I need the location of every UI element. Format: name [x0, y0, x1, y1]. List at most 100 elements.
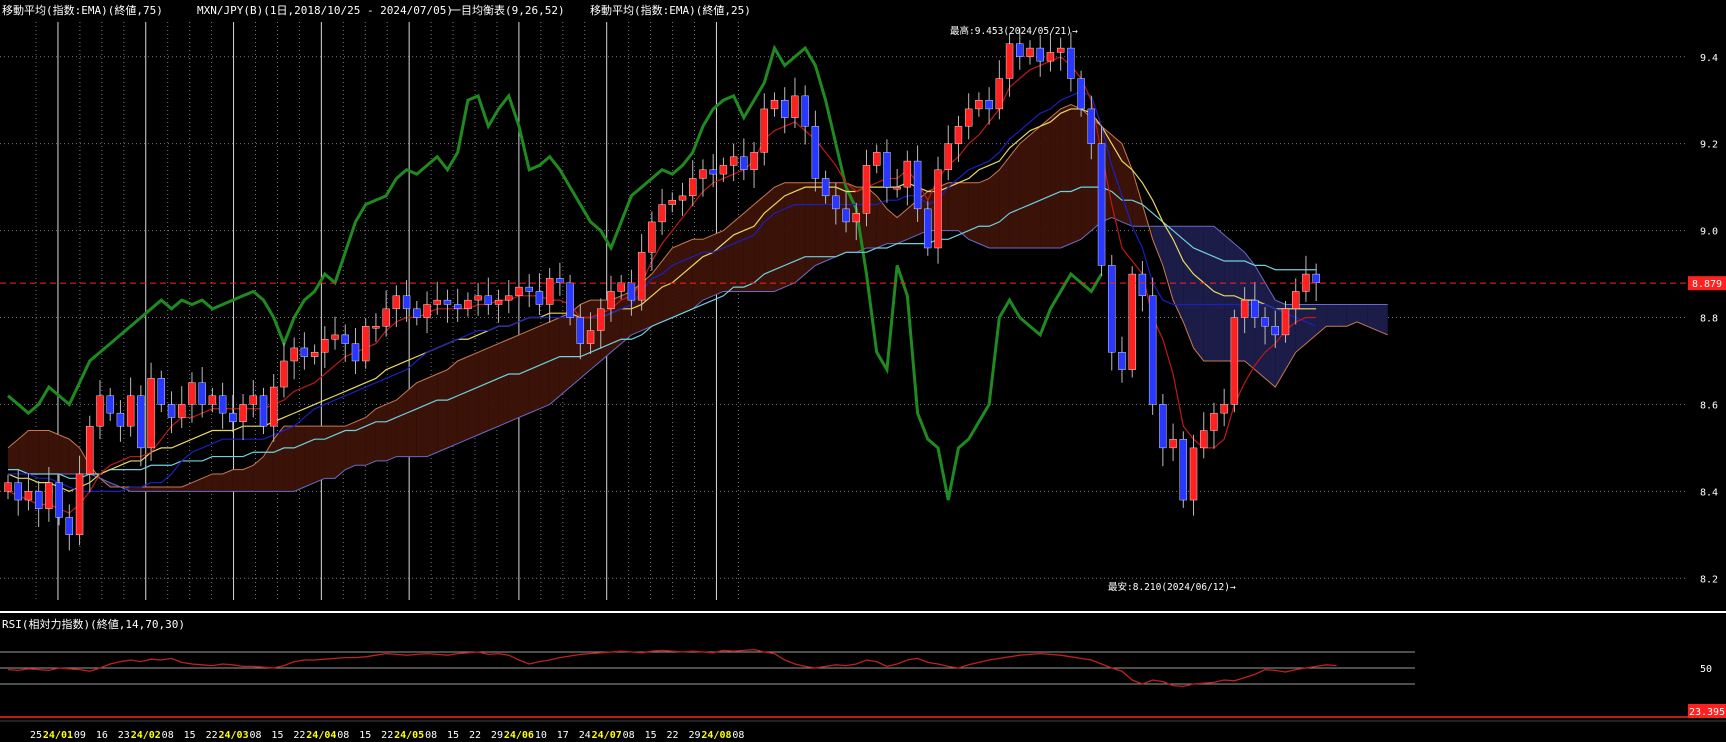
candle-bull[interactable] — [617, 282, 625, 292]
candle-bull[interactable] — [668, 199, 676, 205]
candle-bear[interactable] — [740, 156, 748, 170]
candle-bear[interactable] — [1138, 273, 1147, 296]
candle-bull[interactable] — [1292, 291, 1300, 310]
candle-bear[interactable] — [556, 278, 564, 283]
candle-bear[interactable] — [811, 126, 820, 179]
candle-bear[interactable] — [709, 169, 717, 175]
candle-bear[interactable] — [1108, 265, 1116, 353]
candle-bull[interactable] — [1046, 52, 1055, 62]
candle-bull[interactable] — [494, 299, 503, 305]
candle-bull[interactable] — [310, 352, 319, 357]
candle-bear[interactable] — [627, 282, 636, 301]
candle-bull[interactable] — [45, 482, 53, 509]
candle-bull[interactable] — [893, 186, 901, 190]
candle-bull[interactable] — [24, 491, 33, 501]
candle-bear[interactable] — [259, 395, 268, 427]
candle-bear[interactable] — [402, 295, 411, 310]
candle-bear[interactable] — [14, 482, 22, 501]
candlestick-series[interactable] — [4, 28, 1320, 551]
candle-bear[interactable] — [300, 347, 309, 357]
candle-bull[interactable] — [791, 95, 799, 118]
candle-bear[interactable] — [1179, 439, 1188, 501]
candle-bull[interactable] — [964, 108, 973, 127]
candle-bear[interactable] — [351, 343, 360, 362]
candle-bull[interactable] — [648, 221, 656, 253]
candle-bear[interactable] — [34, 491, 43, 509]
candle-bear[interactable] — [566, 282, 574, 318]
candle-bull[interactable] — [1005, 43, 1014, 79]
candle-bull[interactable] — [178, 404, 186, 418]
candle-bull[interactable] — [1281, 308, 1290, 336]
candle-bear[interactable] — [842, 208, 850, 223]
candle-bull[interactable] — [321, 339, 329, 353]
candle-bull[interactable] — [96, 395, 104, 427]
candle-bear[interactable] — [229, 412, 237, 423]
candle-bear[interactable] — [106, 395, 114, 414]
candle-bear[interactable] — [1087, 108, 1096, 144]
candle-bull[interactable] — [903, 160, 912, 188]
candle-bear[interactable] — [1077, 78, 1085, 110]
candle-bear[interactable] — [1036, 47, 1044, 62]
candle-bear[interactable] — [484, 295, 493, 305]
candle-bear[interactable] — [1251, 299, 1259, 318]
candle-bear[interactable] — [116, 412, 125, 427]
candle-bull[interactable] — [1200, 430, 1208, 449]
candle-bear[interactable] — [1097, 143, 1106, 266]
candle-bull[interactable] — [699, 169, 707, 179]
candle-bull[interactable] — [147, 378, 155, 449]
candle-bull[interactable] — [515, 286, 523, 296]
candle-bear[interactable] — [1067, 47, 1075, 79]
candle-bull[interactable] — [208, 395, 217, 405]
candle-bear[interactable] — [1016, 43, 1024, 57]
candle-bull[interactable] — [331, 334, 339, 340]
candle-bear[interactable] — [801, 95, 809, 127]
candle-bull[interactable] — [954, 126, 963, 144]
candle-bear[interactable] — [443, 299, 452, 305]
candle-bear[interactable] — [137, 395, 145, 449]
candle-bull[interactable] — [975, 100, 983, 110]
candle-bear[interactable] — [1261, 317, 1269, 327]
candle-bull[interactable] — [1220, 404, 1228, 414]
candle-bear[interactable] — [1271, 326, 1279, 336]
candle-bull[interactable] — [1240, 299, 1249, 318]
candle-bull[interactable] — [280, 360, 288, 388]
candle-bull[interactable] — [249, 395, 257, 405]
candle-bull[interactable] — [658, 204, 666, 223]
candle-bear[interactable] — [781, 100, 789, 118]
candle-bear[interactable] — [883, 152, 891, 188]
candle-bull[interactable] — [1189, 447, 1198, 501]
candle-bear[interactable] — [913, 160, 922, 210]
candle-bull[interactable] — [719, 165, 728, 175]
candle-bear[interactable] — [157, 378, 166, 405]
candle-bear[interactable] — [985, 100, 993, 110]
candle-bull[interactable] — [392, 295, 401, 310]
candle-bull[interactable] — [637, 252, 646, 301]
candle-bull[interactable] — [862, 165, 871, 214]
candle-bull[interactable] — [86, 425, 94, 475]
candle-bear[interactable] — [1312, 273, 1320, 283]
candle-bull[interactable] — [270, 386, 278, 427]
candle-bear[interactable] — [535, 291, 544, 305]
candle-bear[interactable] — [1148, 295, 1157, 405]
candle-bear[interactable] — [413, 308, 421, 318]
candle-bear[interactable] — [453, 304, 462, 310]
candle-bull[interactable] — [126, 395, 135, 427]
candle-bear[interactable] — [198, 382, 206, 405]
candle-bull[interactable] — [750, 152, 758, 170]
candle-bull[interactable] — [382, 308, 390, 327]
candle-bull[interactable] — [689, 178, 697, 197]
candle-bull[interactable] — [505, 295, 513, 301]
candle-bull[interactable] — [852, 213, 860, 223]
candle-bull[interactable] — [1210, 412, 1218, 431]
candle-bear[interactable] — [1118, 352, 1126, 370]
candle-bull[interactable] — [995, 78, 1004, 110]
candle-bull[interactable] — [188, 382, 196, 405]
candle-bull[interactable] — [760, 108, 768, 153]
candle-bear[interactable] — [576, 317, 585, 344]
candle-bull[interactable] — [678, 195, 687, 201]
candle-bear[interactable] — [832, 195, 840, 210]
candle-bear[interactable] — [821, 178, 830, 197]
candle-bull[interactable] — [372, 326, 380, 329]
candle-bull[interactable] — [1169, 439, 1177, 449]
candle-bull[interactable] — [75, 473, 84, 536]
